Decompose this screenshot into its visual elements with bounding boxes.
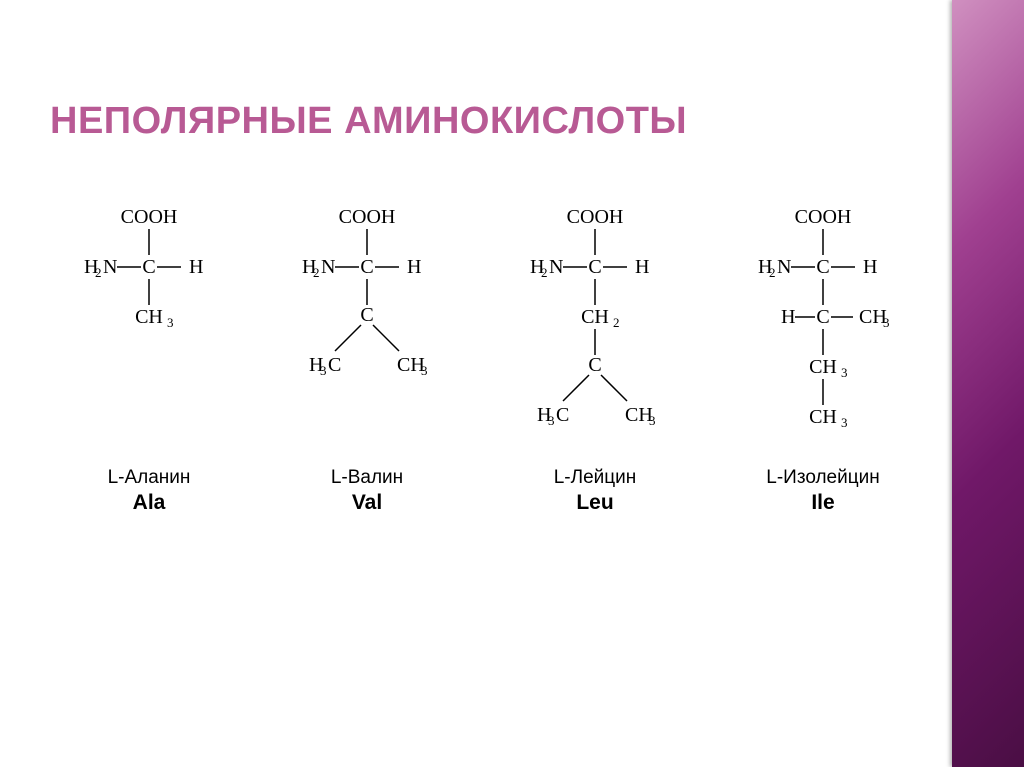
molecules-row: COOH H2N C H CH3 L-Аланин Ala COOH: [50, 203, 932, 515]
structure-svg-ala: COOH H2N C H CH3: [59, 203, 239, 363]
svg-text:H: H: [189, 256, 203, 278]
svg-text:COOH: COOH: [795, 206, 852, 228]
svg-text:C: C: [328, 354, 341, 376]
slide-sidebar: [952, 0, 1024, 767]
svg-text:CH: CH: [135, 306, 163, 328]
svg-text:COOH: COOH: [339, 206, 396, 228]
svg-text:3: 3: [548, 413, 555, 428]
svg-text:N: N: [321, 256, 335, 278]
svg-text:N: N: [777, 256, 791, 278]
slide-title: НЕПОЛЯРНЫЕ АМИНОКИСЛОТЫ: [50, 100, 932, 143]
svg-text:C: C: [360, 256, 373, 278]
svg-text:C: C: [588, 354, 601, 376]
svg-text:COOH: COOH: [567, 206, 624, 228]
svg-text:3: 3: [167, 315, 174, 330]
mol-name: L-Лейцин: [554, 467, 637, 489]
mol-code: Ala: [133, 491, 166, 515]
svg-text:3: 3: [649, 413, 656, 428]
structure-svg-val: COOH H2N C H C H3C CH3: [267, 203, 467, 403]
slide-content: НЕПОЛЯРНЫЕ АМИНОКИСЛОТЫ COOH H2N C H CH3…: [0, 0, 952, 767]
svg-text:C: C: [816, 256, 829, 278]
svg-text:H: H: [407, 256, 421, 278]
molecule-ala: COOH H2N C H CH3 L-Аланин Ala: [59, 203, 239, 515]
svg-text:C: C: [588, 256, 601, 278]
svg-text:3: 3: [841, 365, 848, 380]
svg-text:CH: CH: [809, 406, 837, 428]
svg-text:2: 2: [95, 265, 102, 280]
molecule-ile: COOH H2N C H H C CH3 CH3 CH3: [723, 203, 923, 515]
svg-text:3: 3: [320, 363, 327, 378]
svg-text:CH: CH: [581, 306, 609, 328]
structure-ala: COOH H2N C H CH3: [59, 203, 239, 463]
svg-text:C: C: [142, 256, 155, 278]
svg-text:2: 2: [769, 265, 776, 280]
svg-text:H: H: [863, 256, 877, 278]
structure-leu: COOH H2N C H CH2 C H3C CH3: [495, 203, 695, 463]
mol-code: Leu: [576, 491, 613, 515]
svg-text:2: 2: [313, 265, 320, 280]
svg-text:C: C: [360, 304, 373, 326]
mol-name: L-Аланин: [108, 467, 191, 489]
structure-val: COOH H2N C H C H3C CH3: [267, 203, 467, 463]
structure-svg-leu: COOH H2N C H CH2 C H3C CH3: [495, 203, 695, 443]
molecule-val: COOH H2N C H C H3C CH3 L-Валин Val: [267, 203, 467, 515]
mol-code: Ile: [811, 491, 834, 515]
svg-text:3: 3: [883, 315, 890, 330]
svg-text:CH: CH: [809, 356, 837, 378]
svg-text:H: H: [635, 256, 649, 278]
structure-svg-ile: COOH H2N C H H C CH3 CH3 CH3: [723, 203, 923, 463]
svg-text:C: C: [816, 306, 829, 328]
molecule-leu: COOH H2N C H CH2 C H3C CH3 L-Ле: [495, 203, 695, 515]
svg-text:C: C: [556, 404, 569, 426]
mol-name: L-Валин: [331, 467, 403, 489]
mol-code: Val: [352, 491, 382, 515]
svg-text:N: N: [103, 256, 117, 278]
svg-text:N: N: [549, 256, 563, 278]
svg-text:3: 3: [421, 363, 428, 378]
svg-text:COOH: COOH: [121, 206, 178, 228]
structure-ile: COOH H2N C H H C CH3 CH3 CH3: [723, 203, 923, 463]
svg-text:3: 3: [841, 415, 848, 430]
svg-text:2: 2: [613, 315, 620, 330]
mol-name: L-Изолейцин: [766, 467, 879, 489]
svg-text:H: H: [781, 306, 795, 328]
svg-text:2: 2: [541, 265, 548, 280]
